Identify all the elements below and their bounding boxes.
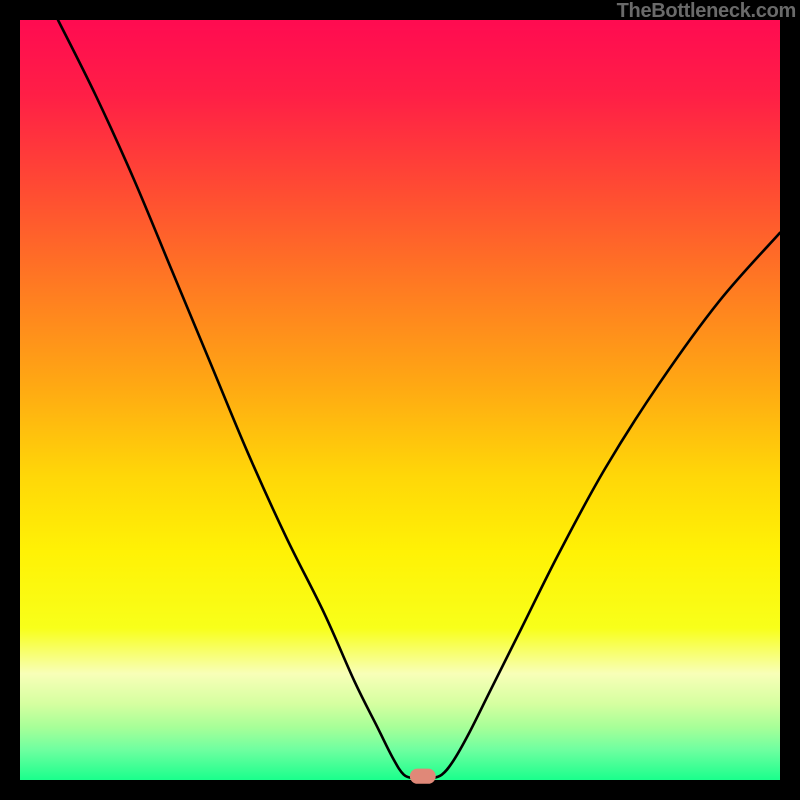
chart-container: TheBottleneck.com <box>0 0 800 800</box>
bottleneck-chart <box>0 0 800 800</box>
watermark-text: TheBottleneck.com <box>617 0 796 23</box>
